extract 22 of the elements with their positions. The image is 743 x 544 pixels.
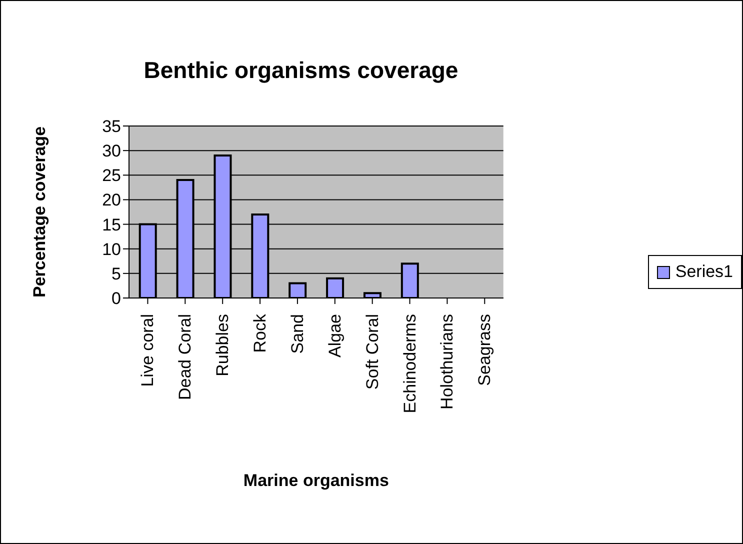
y-tick-label: 15: [102, 215, 121, 234]
x-tick-label: Algae: [325, 314, 344, 358]
x-tick-label: Seagrass: [475, 314, 494, 386]
x-tick-label: Holothurians: [438, 314, 457, 410]
y-tick-label: 35: [102, 117, 121, 136]
x-tick-label: Soft Coral: [362, 314, 382, 390]
y-tick-label: 20: [102, 190, 121, 210]
chart-title: Benthic organisms coverage: [142, 57, 460, 84]
y-tick-label: 0: [112, 289, 121, 308]
x-tick-label: Dead Coral: [176, 314, 195, 400]
legend-label: Series1: [675, 262, 733, 282]
y-tick-label: 30: [102, 142, 121, 161]
x-tick-label: Live coral: [138, 314, 158, 387]
x-tick-label: Rock: [250, 314, 270, 353]
x-axis-title: Marine organisms: [243, 471, 389, 490]
x-tick-label: Rubbles: [213, 314, 232, 376]
y-tick-label: 10: [102, 240, 121, 259]
y-tick-label: 5: [112, 264, 121, 284]
y-axis-title: Percentage coverage: [30, 126, 50, 298]
x-tick-label: Sand: [288, 314, 307, 354]
x-tick-label: Echinoderms: [400, 314, 420, 414]
y-tick-label: 25: [102, 166, 121, 186]
